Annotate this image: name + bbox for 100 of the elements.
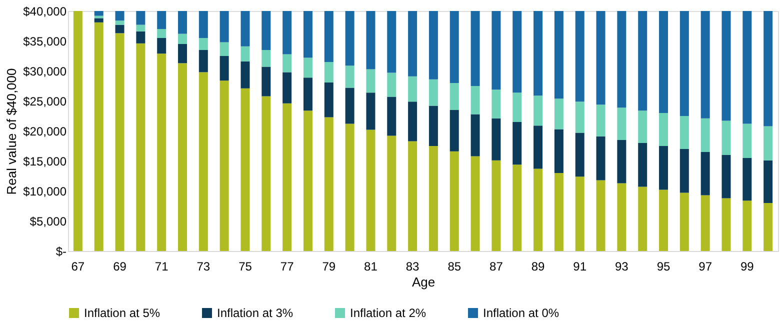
bar xyxy=(220,80,229,251)
bar xyxy=(617,183,626,251)
bar xyxy=(94,11,104,16)
bar xyxy=(157,54,166,251)
x-axis-title: Age xyxy=(412,274,436,290)
bar xyxy=(366,130,376,251)
bar xyxy=(282,54,292,72)
bar xyxy=(638,143,648,187)
y-tick-label: $- xyxy=(56,244,66,258)
x-tick-label: 81 xyxy=(364,260,378,274)
bar xyxy=(575,176,584,251)
bar xyxy=(115,11,124,21)
bar xyxy=(617,11,626,108)
y-tick-label: $20,000 xyxy=(23,124,67,138)
bar xyxy=(198,50,208,72)
x-tick-label: 73 xyxy=(196,260,210,274)
bar xyxy=(722,155,731,198)
bar xyxy=(408,11,418,76)
bar xyxy=(220,56,229,81)
y-tick-label: $15,000 xyxy=(23,154,67,168)
bar xyxy=(617,108,626,140)
x-tick-label: 93 xyxy=(614,260,629,274)
bar xyxy=(408,102,418,142)
y-tick-label: $35,000 xyxy=(23,34,67,48)
bar xyxy=(512,122,522,165)
bar xyxy=(617,140,626,184)
bar xyxy=(764,126,773,160)
bar xyxy=(240,88,250,251)
bar xyxy=(722,120,731,155)
bar xyxy=(534,126,543,169)
bar xyxy=(198,72,208,251)
x-tick-label: 69 xyxy=(113,260,127,274)
bar xyxy=(262,66,271,96)
legend-label: Inflation at 2% xyxy=(350,306,426,320)
bar xyxy=(764,203,773,251)
bar xyxy=(428,11,438,80)
bar xyxy=(659,146,668,190)
bar xyxy=(303,11,312,58)
bar xyxy=(324,82,334,118)
y-tick-label: $40,000 xyxy=(23,4,67,18)
bar xyxy=(700,118,710,152)
bar xyxy=(450,151,459,251)
bar xyxy=(680,116,689,149)
bar xyxy=(262,96,271,251)
bar xyxy=(554,173,564,251)
bar xyxy=(742,200,752,251)
bar xyxy=(554,98,564,130)
x-tick-label: 71 xyxy=(154,260,169,274)
bar xyxy=(115,20,124,25)
bar xyxy=(240,11,250,46)
bar xyxy=(450,83,459,110)
bar xyxy=(408,141,418,251)
bar xyxy=(303,58,312,78)
bar xyxy=(742,11,752,124)
bar xyxy=(178,34,187,44)
bar xyxy=(638,110,648,143)
bar xyxy=(387,11,396,73)
bar xyxy=(345,11,354,66)
bar xyxy=(428,146,438,251)
legend-label: Inflation at 3% xyxy=(217,306,294,320)
bar xyxy=(115,33,124,251)
bar xyxy=(282,72,292,104)
bar xyxy=(240,61,250,88)
bar xyxy=(345,66,354,88)
y-tick-label: $25,000 xyxy=(23,94,67,108)
bar xyxy=(596,11,606,105)
bar xyxy=(303,78,312,111)
x-tick-label: 83 xyxy=(406,260,420,274)
bar xyxy=(178,44,187,64)
bar xyxy=(387,72,396,97)
bar xyxy=(534,168,543,251)
bar xyxy=(136,11,146,25)
bar xyxy=(492,90,501,118)
bar xyxy=(240,46,250,62)
bar xyxy=(324,11,334,62)
x-tick-label: 95 xyxy=(656,260,670,274)
bar xyxy=(575,102,584,133)
bar xyxy=(659,190,668,251)
bar xyxy=(492,11,501,90)
bar xyxy=(742,158,752,201)
bar xyxy=(575,132,584,177)
bar xyxy=(157,29,166,38)
bar xyxy=(534,96,543,126)
bar xyxy=(554,11,564,99)
bar xyxy=(345,88,354,124)
y-tick-label: $30,000 xyxy=(23,64,67,78)
bar xyxy=(575,11,584,102)
bar xyxy=(554,129,564,173)
x-tick-label: 85 xyxy=(448,260,462,274)
bar xyxy=(492,160,501,251)
bar xyxy=(262,50,271,67)
bar xyxy=(680,11,689,116)
x-tick-label: 75 xyxy=(238,260,252,274)
bar xyxy=(512,11,522,93)
bar xyxy=(94,22,104,251)
y-tick-label: $10,000 xyxy=(23,184,67,198)
bar xyxy=(638,11,648,111)
bar xyxy=(680,192,689,251)
bar xyxy=(470,86,480,114)
bar xyxy=(387,96,396,136)
